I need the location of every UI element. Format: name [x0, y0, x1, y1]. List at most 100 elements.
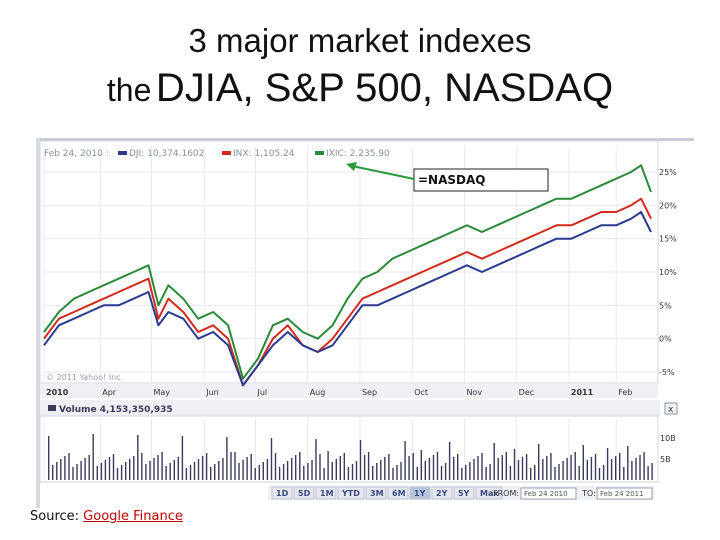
- volume-bar: [96, 466, 98, 480]
- range-button-1m[interactable]: [315, 486, 337, 500]
- volume-bar: [262, 462, 264, 480]
- volume-bar: [327, 451, 329, 480]
- volume-bar: [538, 444, 540, 480]
- volume-bar: [226, 437, 228, 480]
- range-button-label: YTD: [341, 489, 360, 498]
- ixic-legend-swatch: [315, 151, 324, 155]
- range-button-1y[interactable]: [409, 486, 431, 500]
- volume-bar: [505, 452, 507, 480]
- volume-bar: [145, 464, 147, 480]
- volume-bar: [627, 446, 629, 480]
- volume-bar: [594, 454, 597, 480]
- volume-bar: [610, 459, 613, 480]
- y-tick-label: 10%: [659, 268, 677, 277]
- range-button-3m[interactable]: [365, 486, 387, 500]
- volume-bar: [602, 465, 605, 480]
- title-prefix: the: [106, 72, 152, 108]
- volume-bar: [408, 456, 410, 480]
- volume-bar: [218, 461, 220, 480]
- range-button-1d[interactable]: [271, 486, 293, 500]
- volume-close-button[interactable]: [664, 402, 678, 415]
- volume-bar: [643, 452, 645, 480]
- chart-frame-left-border: [36, 138, 40, 508]
- volume-bar: [457, 454, 459, 480]
- volume-bar: [64, 456, 66, 480]
- volume-bar: [436, 452, 439, 480]
- x-tick-label: Nov: [466, 388, 482, 397]
- volume-bar: [392, 468, 394, 480]
- volume-bar: [331, 462, 333, 480]
- range-button-label: 1Y: [414, 489, 426, 498]
- from-label: FROM:: [493, 489, 519, 498]
- x-tick-label: Aug: [310, 388, 326, 397]
- from-date-field[interactable]: [520, 487, 577, 500]
- volume-header-strip: [40, 400, 660, 416]
- annotation-arrowhead: [346, 162, 357, 171]
- range-button-ytd[interactable]: [337, 486, 365, 500]
- volume-bar: [509, 466, 512, 480]
- volume-bar: [161, 452, 163, 480]
- range-button-5d[interactable]: [293, 486, 315, 500]
- volume-bar: [396, 465, 398, 480]
- volume-bar: [205, 453, 208, 480]
- volume-bar: [214, 464, 216, 480]
- volume-bar: [56, 462, 58, 480]
- volume-bar: [647, 466, 649, 480]
- volume-bar: [481, 453, 483, 480]
- volume-bar: [303, 466, 305, 480]
- to-date-field[interactable]: [596, 487, 653, 500]
- volume-bar: [513, 449, 516, 480]
- volume-bar: [631, 461, 633, 480]
- volume-bar: [278, 467, 281, 480]
- range-button-label: 1M: [320, 489, 334, 498]
- volume-bar: [315, 439, 317, 480]
- to-date-value: Feb 24 2011: [600, 490, 644, 498]
- volume-bar: [493, 443, 495, 480]
- volume-bar: [201, 456, 204, 480]
- volume-bar: [120, 465, 123, 480]
- volume-bar: [238, 463, 240, 480]
- volume-bar: [181, 436, 184, 480]
- series-line-ixic: [43, 164, 652, 380]
- range-button-label: 3M: [370, 489, 384, 498]
- volume-bar: [274, 453, 277, 480]
- volume-bar: [100, 463, 103, 480]
- volume-bar: [448, 442, 451, 480]
- volume-legend-swatch: [48, 405, 56, 411]
- volume-bar: [428, 458, 431, 480]
- range-button-5y[interactable]: [453, 486, 475, 500]
- volume-bar: [380, 460, 382, 480]
- volume-bar: [286, 461, 289, 480]
- chart-frame-top-border: [36, 138, 694, 141]
- x-tick-label: Dec: [519, 388, 534, 397]
- volume-bar: [266, 459, 269, 480]
- range-button-max[interactable]: [475, 486, 503, 500]
- volume-bar: [606, 448, 609, 480]
- source-link[interactable]: Google Finance: [83, 509, 183, 524]
- volume-bar: [489, 464, 491, 480]
- range-button-6m[interactable]: [387, 486, 409, 500]
- volume-bar: [465, 465, 467, 480]
- volume-bar: [291, 458, 293, 480]
- range-button-2y[interactable]: [431, 486, 453, 500]
- volume-bar: [116, 468, 119, 480]
- volume-bar: [432, 455, 435, 480]
- volume-bar: [153, 458, 155, 480]
- y-tick-label: 15%: [659, 235, 677, 244]
- annotation-arrow-line: [351, 165, 415, 180]
- volume-bar: [473, 459, 475, 480]
- volume-bar: [651, 463, 653, 480]
- volume-bar: [359, 440, 362, 480]
- volume-bar: [108, 457, 111, 480]
- volume-bar: [323, 468, 325, 480]
- volume-bar: [88, 455, 90, 480]
- volume-bar: [307, 463, 309, 480]
- close-icon: x: [668, 405, 674, 415]
- volume-bar: [72, 467, 74, 480]
- yahoo-watermark: © 2011 Yahoo! Inc.: [46, 373, 123, 382]
- volume-bar: [534, 465, 536, 480]
- volume-bar: [440, 466, 443, 480]
- header-date: Feb 24, 2010 :: [44, 149, 109, 159]
- spx-legend-value: INX: 1,105.24: [233, 149, 295, 159]
